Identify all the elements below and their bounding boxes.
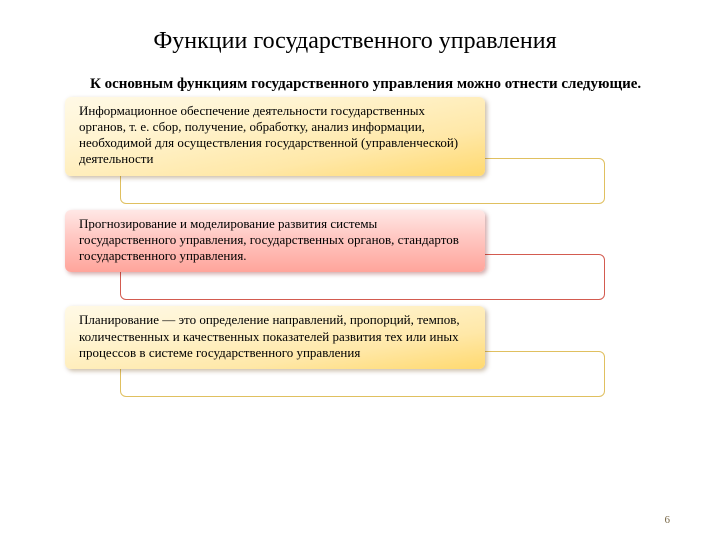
function-box-3: Планирование — это определение направлен… [65, 306, 485, 369]
function-text-2: Прогнозирование и моделирование развития… [79, 216, 471, 265]
page-subtitle: К основным функциям государственного упр… [90, 75, 650, 95]
page-number: 6 [665, 514, 671, 526]
function-text-1: Информационное обеспечение деятельности … [79, 103, 471, 168]
function-text-3: Планирование — это определение направлен… [79, 312, 471, 361]
function-box-2: Прогнозирование и моделирование развития… [65, 210, 485, 273]
function-item-3: Планирование — это определение направлен… [65, 306, 650, 397]
function-item-1: Информационное обеспечение деятельности … [65, 97, 650, 204]
function-box-1: Информационное обеспечение деятельности … [65, 97, 485, 176]
slide: Функции государственного управления К ос… [0, 0, 720, 540]
page-title: Функции государственного управления [60, 28, 650, 55]
function-item-2: Прогнозирование и моделирование развития… [65, 210, 650, 301]
